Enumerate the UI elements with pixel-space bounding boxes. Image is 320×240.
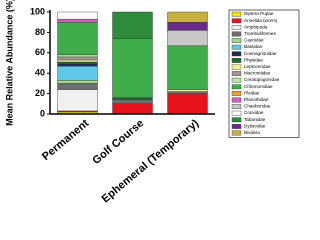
legend-label: Tabanidae: [244, 117, 266, 122]
bar-segment: [112, 11, 153, 39]
legend-label: Macromiidae: [244, 71, 271, 76]
bar-segment: [57, 63, 98, 67]
bar-segment: [57, 59, 98, 63]
bar-segment: [167, 45, 208, 90]
bar-segment: [57, 11, 98, 20]
legend-label: Chaoboridae: [244, 104, 271, 109]
legend-label: Pleidae: [244, 90, 260, 95]
legend-label: Diptera Pupae: [244, 11, 274, 16]
legend-swatch: [231, 104, 242, 110]
legend-swatch: [231, 51, 242, 57]
legend-label: Dytiscidae: [244, 123, 266, 128]
bar-segment: [57, 89, 98, 112]
legend-swatch: [231, 18, 242, 24]
legend-label: Amphipoda: [244, 24, 268, 29]
legend-label: Coenagrionidae: [244, 51, 277, 56]
legend-label: Trombidiformes: [244, 31, 276, 36]
bar-segment: [167, 93, 208, 115]
legend-label: Physidae: [244, 57, 263, 62]
y-tick-label: 0: [40, 108, 45, 118]
bar-segment: [57, 83, 98, 90]
bar-segment: [57, 18, 98, 23]
bar-segment: [112, 97, 153, 100]
legend-swatch: [231, 71, 242, 77]
y-tick-label: 80: [35, 27, 45, 37]
x-tick-label: Golf Course: [90, 117, 146, 167]
bar-segment: [167, 89, 208, 92]
legend-label: Baetidae: [244, 44, 263, 49]
bar-segment: [167, 91, 208, 94]
legend-swatch: [231, 64, 242, 70]
bar-segment: [57, 22, 98, 56]
legend-label: Annelida (worm): [244, 18, 278, 23]
y-tick-label: 40: [35, 68, 45, 78]
legend-label: Chironomidae: [244, 84, 273, 89]
legend-swatch: [231, 38, 242, 44]
y-tick-label: 60: [35, 47, 45, 57]
legend-swatch: [231, 97, 242, 103]
bar-segment: [57, 65, 98, 81]
bar-segment: [112, 99, 153, 105]
legend-swatch: [231, 31, 242, 37]
legend-label: Planorbidae: [244, 97, 269, 102]
legend-swatch: [231, 123, 242, 129]
bar-segment: [57, 61, 98, 65]
x-tick-label: Permanent: [40, 117, 92, 163]
legend-swatch: [231, 110, 242, 116]
y-axis-label: Mean Relative Abundance (%): [4, 0, 14, 126]
legend-swatch: [231, 90, 242, 96]
legend-swatch: [231, 25, 242, 30]
chart: Mean Relative Abundance (%) 0 20 40 60 80 100…: [4, 0, 300, 205]
legend-swatch: [231, 77, 242, 83]
bar-segment: [167, 11, 208, 23]
legend-label: Caenidae: [244, 38, 264, 43]
legend-swatch: [231, 44, 242, 50]
legend-swatch: [231, 117, 242, 123]
legend-label: Corixidae: [244, 110, 264, 115]
legend-swatch: [231, 84, 242, 90]
legend-swatch: [231, 130, 242, 136]
bar-segment: [112, 103, 153, 115]
bar-segment: [112, 38, 153, 98]
bar-segment: [57, 80, 98, 84]
legend-label: Leptoceridae: [244, 64, 271, 69]
legend-label: Bivalvia: [244, 130, 260, 135]
legend-label: Ceratopogonidae: [244, 77, 280, 82]
bar-segment: [167, 22, 208, 31]
legend-swatch: [231, 58, 242, 63]
legend-swatch: [231, 11, 242, 17]
bar-segment: [57, 56, 98, 61]
y-tick-label: 100: [30, 6, 45, 16]
bar-segment: [167, 30, 208, 46]
y-tick-label: 20: [35, 88, 45, 98]
x-tick-label: Ephemeral (Temporary): [100, 117, 202, 205]
bar-segment: [57, 54, 98, 58]
